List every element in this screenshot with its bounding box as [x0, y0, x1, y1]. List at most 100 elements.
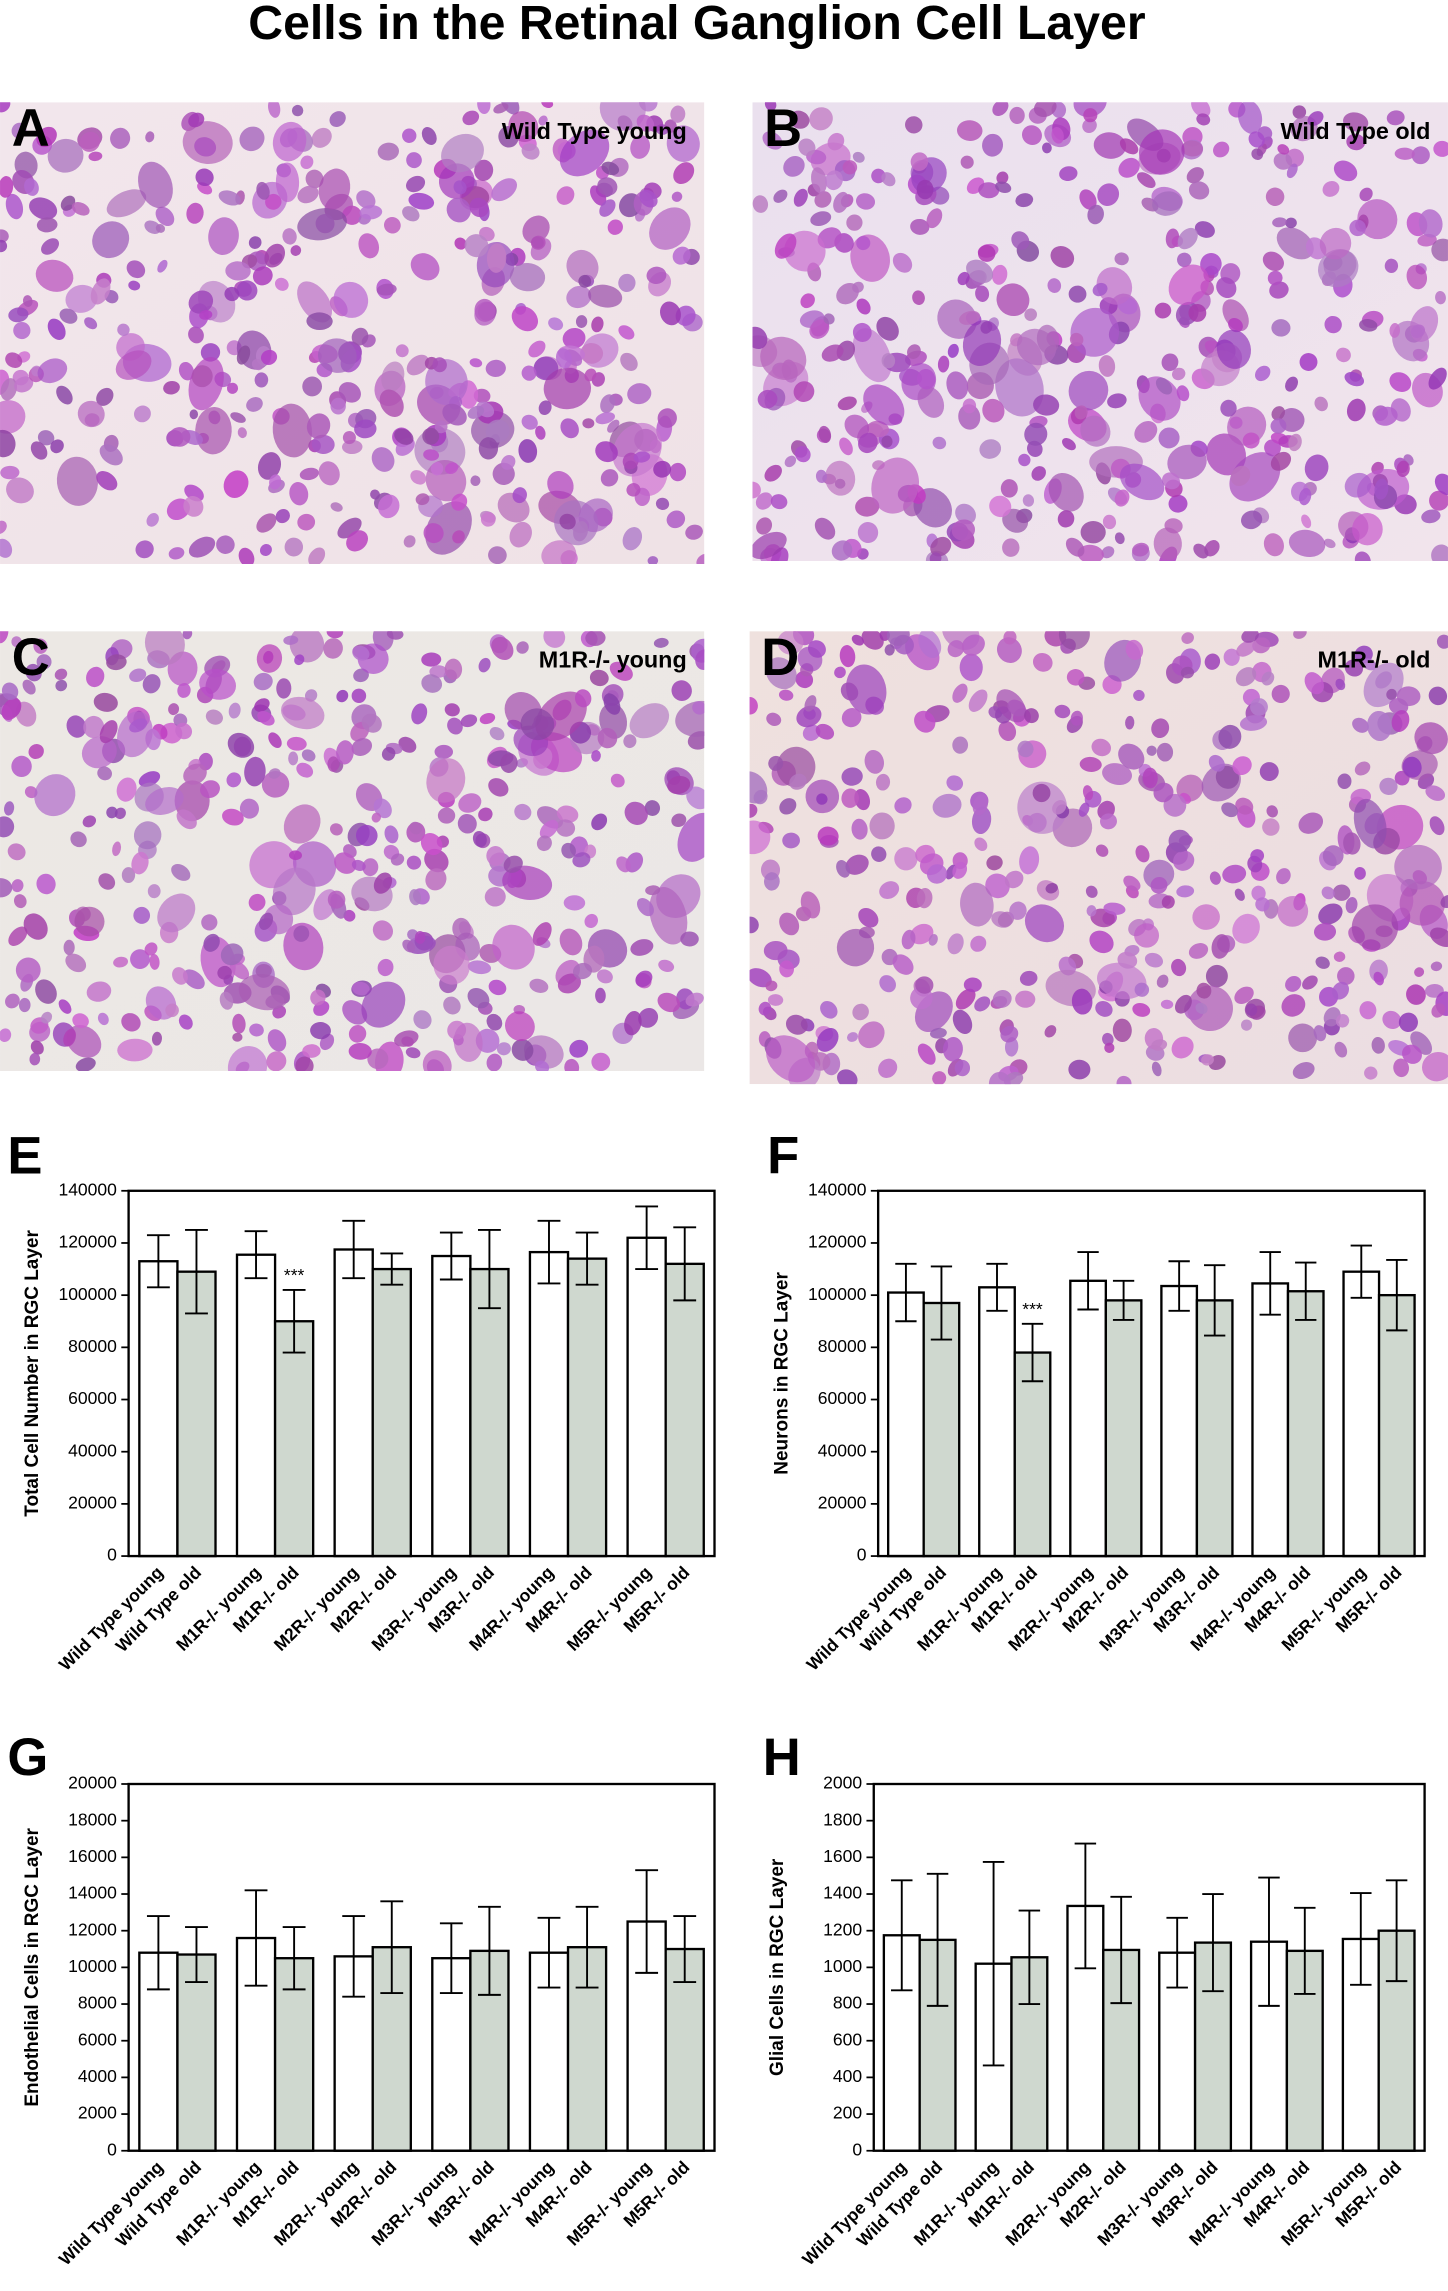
- cell: [894, 797, 912, 814]
- cell: [1353, 798, 1387, 849]
- cell: [467, 960, 492, 975]
- cell: [318, 168, 351, 210]
- cell: [1206, 433, 1247, 476]
- cell: [254, 698, 270, 712]
- cell: [846, 664, 887, 715]
- cell: [280, 696, 325, 730]
- y-tick-label: 140000: [808, 1179, 867, 1199]
- cell: [1315, 956, 1330, 969]
- cell: [1218, 724, 1242, 749]
- cell: [509, 262, 546, 292]
- cell: [1344, 371, 1365, 387]
- cell: [1000, 1025, 1019, 1043]
- cell: [1116, 1075, 1132, 1085]
- cell: [1373, 971, 1384, 986]
- cell: [564, 1058, 580, 1071]
- cell: [1107, 393, 1127, 409]
- cell: [1304, 672, 1324, 695]
- cell: [831, 540, 853, 561]
- cell: [236, 345, 251, 365]
- cell: [1333, 160, 1358, 182]
- cell: [1031, 466, 1046, 481]
- cell: [757, 389, 778, 409]
- cell: [318, 461, 340, 486]
- cell: [1068, 1059, 1091, 1080]
- cell: [930, 1027, 947, 1039]
- cell: [910, 923, 934, 945]
- cell: [84, 317, 98, 330]
- error-bar: [986, 1262, 1008, 1312]
- cell: [1334, 1041, 1348, 1058]
- cell: [1406, 984, 1426, 1005]
- y-tick-label: 16000: [68, 1846, 117, 1866]
- photo: [0, 631, 705, 1071]
- cell: [1097, 183, 1120, 206]
- cell: [1228, 317, 1243, 333]
- cell: [977, 244, 996, 262]
- cell: [852, 151, 865, 163]
- cell: [157, 259, 168, 273]
- cell: [1011, 231, 1030, 250]
- cell: [1414, 967, 1425, 977]
- y-tick-label: 1600: [823, 1846, 862, 1866]
- cell: [1319, 227, 1352, 260]
- cell: [1009, 901, 1027, 920]
- cell: [1396, 460, 1410, 477]
- cell: [1374, 478, 1389, 500]
- cell: [1430, 927, 1448, 948]
- cell: [1, 698, 22, 721]
- cell: [226, 382, 239, 394]
- cell: [472, 831, 487, 848]
- cell: [458, 793, 482, 813]
- cell: [1032, 783, 1051, 803]
- cell: [1314, 396, 1328, 412]
- cell: [112, 841, 122, 857]
- panel-letter: H: [763, 1728, 801, 1787]
- cell: [591, 1052, 611, 1071]
- cell: [644, 800, 661, 816]
- cell: [405, 1047, 421, 1059]
- cell: [1004, 870, 1024, 889]
- cell: [115, 350, 152, 380]
- cell: [974, 996, 991, 1012]
- cell: [1324, 315, 1342, 334]
- plot-frame: [127, 1189, 716, 1558]
- error-bar: [1259, 1251, 1281, 1316]
- cell: [992, 989, 1012, 1008]
- error-bar: [380, 1900, 404, 1994]
- cell: [1216, 329, 1252, 369]
- cell: [892, 252, 913, 273]
- cell: [1322, 180, 1340, 197]
- cell: [1240, 1019, 1253, 1031]
- cell: [1070, 710, 1083, 726]
- cell: [1270, 451, 1292, 471]
- cell: [1234, 986, 1254, 1004]
- cell: [749, 803, 758, 819]
- cell: [1102, 763, 1132, 786]
- cell: [1095, 1000, 1113, 1017]
- cell: [422, 1050, 452, 1071]
- cell: [503, 855, 523, 873]
- cell: [789, 773, 807, 790]
- cell: [23, 913, 48, 940]
- error-bar: [1074, 1842, 1097, 1970]
- cell: [618, 325, 635, 340]
- cell: [195, 168, 214, 187]
- cell: [764, 464, 782, 482]
- cell: [1177, 227, 1198, 250]
- cell: [997, 911, 1015, 927]
- cell: [521, 365, 537, 381]
- cell: [1222, 864, 1247, 884]
- y-tick-label: 2000: [78, 2103, 117, 2123]
- cell: [1176, 385, 1190, 402]
- cell: [1288, 433, 1302, 452]
- cell: [257, 452, 282, 480]
- cell: [566, 249, 599, 284]
- cell: [131, 851, 149, 875]
- cell: [959, 310, 981, 325]
- cell: [406, 152, 422, 169]
- cell: [248, 893, 266, 911]
- cell: [486, 243, 507, 273]
- cell: [585, 631, 606, 646]
- cell: [1017, 740, 1034, 758]
